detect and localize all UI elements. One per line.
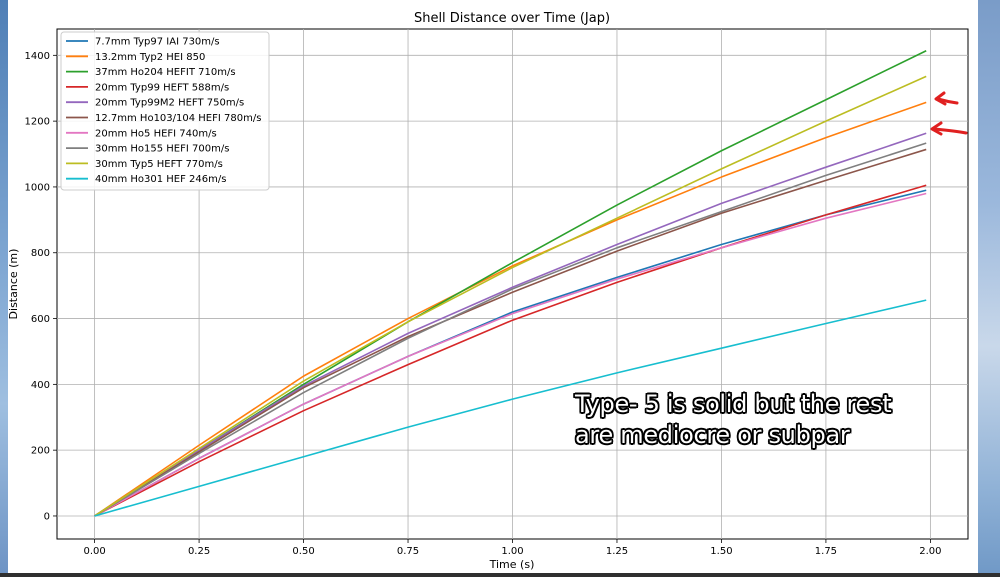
y-axis-label: Distance (m) [7, 249, 20, 320]
background-edge-left [0, 0, 8, 577]
legend-label: 30mm Typ5 HEFT 770m/s [95, 159, 223, 170]
series-line [94, 142, 927, 517]
annotation-arrows [930, 91, 968, 136]
x-tick-label: 0.75 [397, 546, 419, 557]
series-line [94, 132, 927, 517]
x-tick-label: 1.75 [815, 546, 837, 557]
x-axis-label: Time (s) [489, 558, 535, 571]
legend-label: 37mm Ho204 HEFIT 710m/s [95, 67, 236, 78]
annotation-caption: Type- 5 is solid but the rest are medioc… [575, 389, 935, 451]
caption-line: are mediocre or subpar [575, 421, 850, 449]
series-line [94, 148, 927, 517]
y-tick-label: 1400 [25, 51, 50, 62]
series-lines [94, 50, 927, 517]
red-arrow-icon [930, 121, 968, 136]
y-tick-label: 800 [31, 248, 50, 259]
legend-label: 40mm Ho301 HEF 246m/s [95, 174, 226, 185]
legend-box [60, 31, 270, 191]
series-line [94, 75, 927, 517]
x-tick-label: 1.50 [710, 546, 732, 557]
x-tick-label: 0.00 [83, 546, 105, 557]
red-arrow-icon [934, 91, 959, 106]
legend-label: 13.2mm Typ2 HEI 850 [95, 52, 205, 63]
legend-label: 30mm Ho155 HEFI 700m/s [95, 144, 229, 155]
y-tick-label: 1000 [25, 182, 50, 193]
series-line [94, 184, 927, 517]
x-tick-label: 0.25 [188, 546, 210, 557]
legend-label: 20mm Typ99 HEFT 588m/s [95, 82, 229, 93]
caption-line: Type- 5 is solid but the rest [575, 390, 892, 418]
legend-label: 20mm Typ99M2 HEFT 750m/s [95, 98, 244, 109]
background-edge-bottom [0, 573, 1000, 577]
x-tick-label: 0.50 [292, 546, 314, 557]
legend-label: 7.7mm Typ97 IAI 730m/s [95, 37, 220, 48]
series-line [94, 101, 927, 517]
background-edge-right [978, 0, 1000, 577]
x-tick-label: 1.25 [606, 546, 628, 557]
legend: 7.7mm Typ97 IAI 730m/s 13.2mm Typ2 HEI 85… [60, 31, 270, 191]
axis-ticks: 0.00 0.25 0.50 0.75 1.00 1.25 1.50 1.75 2.00 0 200… [25, 51, 942, 557]
series-line [94, 192, 927, 517]
chart-title: Shell Distance over Time (Jap) [414, 11, 610, 26]
x-tick-label: 1.00 [501, 546, 523, 557]
y-tick-label: 0 [44, 511, 50, 522]
series-line [94, 299, 927, 517]
y-tick-label: 400 [31, 380, 50, 391]
y-tick-label: 600 [31, 314, 50, 325]
y-tick-label: 1200 [25, 117, 50, 128]
y-tick-label: 200 [31, 446, 50, 457]
legend-label: 12.7mm Ho103/104 HEFI 780m/s [95, 113, 261, 124]
x-tick-label: 2.00 [919, 546, 941, 557]
legend-label: 20mm Ho5 HEFI 740m/s [95, 128, 217, 139]
